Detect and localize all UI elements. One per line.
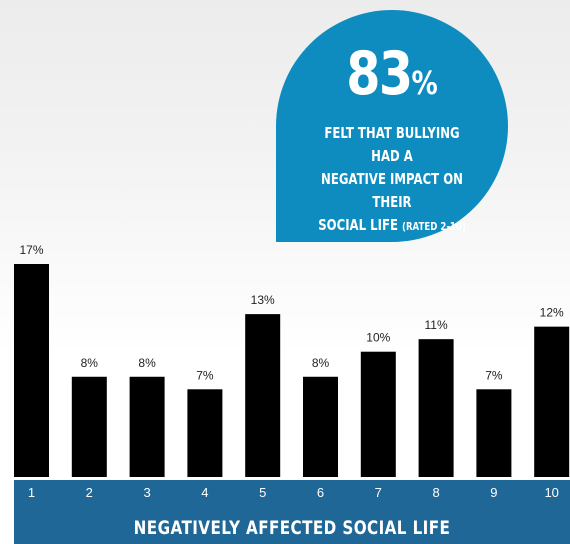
- data-label-9: 7%: [485, 368, 503, 382]
- data-label-2: 8%: [81, 356, 99, 370]
- x-tick-label-6: 6: [317, 485, 324, 500]
- stat-caption-line-3-text: social life: [318, 216, 398, 234]
- x-axis-band: Negatively affected social life: [14, 480, 570, 544]
- x-tick-label-1: 1: [28, 485, 35, 500]
- bar-4: [187, 389, 223, 477]
- data-label-3: 8%: [138, 356, 156, 370]
- stat-caption-line-1: Felt that bullying had a: [324, 124, 460, 165]
- bar-10: [534, 326, 570, 477]
- x-tick-label-9: 9: [490, 485, 497, 500]
- bar-9: [476, 389, 512, 477]
- x-tick-label-4: 4: [201, 485, 208, 500]
- x-axis-title: Negatively affected social life: [133, 517, 451, 539]
- bar-5: [245, 314, 281, 477]
- x-tick-label-5: 5: [259, 485, 266, 500]
- bar-8: [418, 339, 454, 477]
- stat-callout-bubble: 83% Felt that bullying had a negative im…: [276, 10, 508, 242]
- bar-6: [303, 376, 338, 477]
- stat-caption: Felt that bullying had a negative impact…: [311, 122, 473, 238]
- stat-caption-line-2: negative impact on their: [321, 170, 463, 211]
- x-tick-label-2: 2: [86, 485, 93, 500]
- bar-1: [14, 264, 49, 477]
- bar-2: [71, 376, 107, 477]
- stat-percent-sign: %: [411, 64, 438, 102]
- data-label-10: 12%: [540, 306, 564, 320]
- bar-3: [129, 376, 165, 477]
- x-tick-label-7: 7: [375, 485, 382, 500]
- data-label-5: 13%: [251, 293, 275, 307]
- bar-7: [360, 351, 396, 477]
- stat-caption-note: (rated 2-10): [402, 220, 466, 233]
- data-label-1: 17%: [19, 243, 43, 257]
- stat-number: 83%: [297, 44, 487, 113]
- data-label-8: 11%: [425, 318, 448, 332]
- data-label-4: 7%: [196, 368, 214, 382]
- data-label-6: 8%: [312, 356, 330, 370]
- x-tick-label-8: 8: [432, 485, 439, 500]
- stat-value: 83: [346, 39, 413, 109]
- data-label-7: 10%: [366, 331, 390, 345]
- x-tick-label-10: 10: [544, 485, 558, 500]
- x-tick-label-3: 3: [143, 485, 150, 500]
- stat-caption-line-3: social life (rated 2-10): [311, 214, 473, 238]
